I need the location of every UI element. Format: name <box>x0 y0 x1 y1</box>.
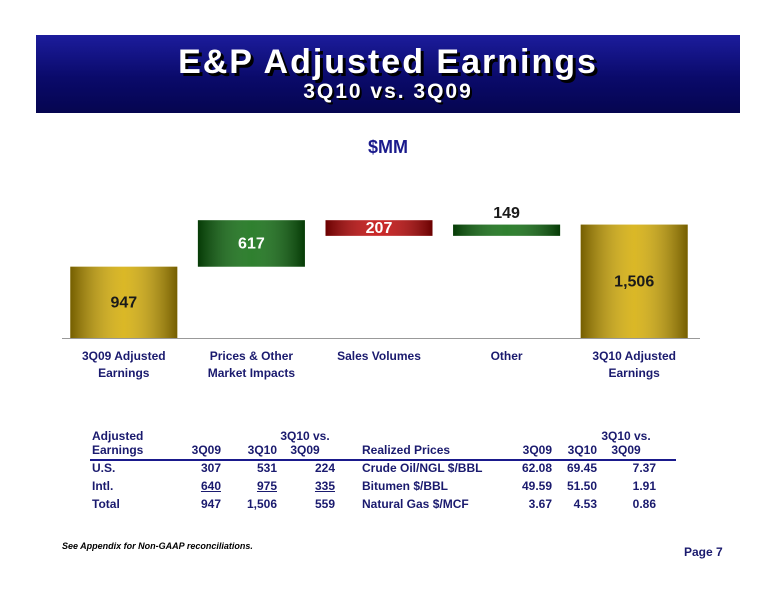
x-tick-label: Prices & Other Market Impacts <box>207 349 296 380</box>
table-cell: U.S. <box>92 461 116 475</box>
table-cell: 49.59 <box>521 479 552 493</box>
table-cell: Natural Gas $/MCF <box>362 497 469 511</box>
table-cell: 3.67 <box>528 497 552 511</box>
table-header: 3Q09 <box>522 443 552 457</box>
table-cell: 62.08 <box>521 461 552 475</box>
table-cell: 975 <box>256 479 277 493</box>
table-cell: 640 <box>200 479 221 493</box>
x-tick-label: Sales Volumes <box>337 349 421 363</box>
table-cell: 1.91 <box>632 479 656 493</box>
table-cell: 0.86 <box>632 497 656 511</box>
page-number: Page 7 <box>684 545 723 559</box>
table-cell: 4.53 <box>573 497 597 511</box>
x-tick-label: Other <box>490 349 523 363</box>
bar-shade <box>70 266 178 338</box>
data-label: 207 <box>366 220 393 237</box>
table-header: Realized Prices <box>362 443 451 457</box>
bar-shade <box>580 224 688 338</box>
table-header: 3Q10 <box>567 443 597 457</box>
table-cell: 1,506 <box>246 497 277 511</box>
table-cell: 947 <box>200 497 221 511</box>
table-cell: Bitumen $/BBL <box>362 479 449 493</box>
table-header: 3Q10 vs. 3Q09 <box>601 429 651 457</box>
data-label: 149 <box>493 205 520 222</box>
subtitle: 3Q10 vs. 3Q09 <box>303 80 473 103</box>
table-header: Adjusted Earnings <box>92 429 144 457</box>
table-cell: 224 <box>314 461 335 475</box>
table-rule <box>90 459 676 461</box>
data-label: 947 <box>110 295 137 312</box>
table-cell: Intl. <box>92 479 114 493</box>
table-header: 3Q10 <box>247 443 277 457</box>
table-cell: 7.37 <box>632 461 656 475</box>
x-tick-label: 3Q09 Adjusted Earnings <box>82 349 166 380</box>
table-cell: 335 <box>314 479 335 493</box>
table-cell: Total <box>92 497 120 511</box>
bar-shade <box>325 220 433 236</box>
table-cell: 559 <box>314 497 335 511</box>
bar-shade <box>453 224 561 236</box>
table-header: 3Q10 vs. 3Q09 <box>280 429 330 457</box>
data-label: 617 <box>238 236 265 253</box>
table-cell: 531 <box>256 461 277 475</box>
bar-shade <box>197 220 305 267</box>
table-cell: 69.45 <box>566 461 597 475</box>
table-cell: Crude Oil/NGL $/BBL <box>362 461 483 475</box>
data-label: 1,506 <box>614 274 654 291</box>
header-band <box>36 35 740 113</box>
x-tick-label: 3Q10 Adjusted Earnings <box>592 349 676 380</box>
title: E&P Adjusted Earnings <box>178 43 598 81</box>
table-header: 3Q09 <box>191 443 221 457</box>
table-cell: 51.50 <box>566 479 597 493</box>
footnote: See Appendix for Non-GAAP reconciliation… <box>62 541 253 551</box>
unit-label: $MM <box>368 137 408 157</box>
table-cell: 307 <box>200 461 221 475</box>
